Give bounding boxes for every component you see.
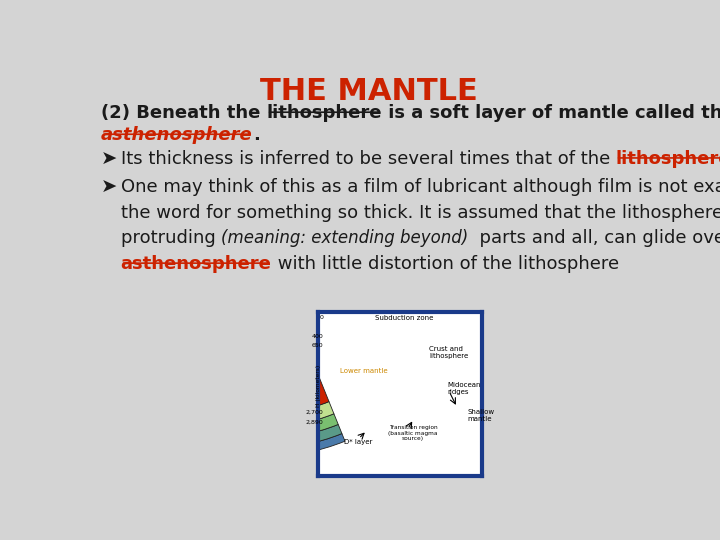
- Text: with little distortion of the lithosphere: with little distortion of the lithospher…: [271, 255, 618, 273]
- Text: ➤: ➤: [101, 150, 117, 169]
- Text: (2) Beneath the: (2) Beneath the: [101, 104, 267, 122]
- Text: asthenosphere: asthenosphere: [101, 126, 253, 144]
- Wedge shape: [64, 313, 345, 457]
- Text: Crust and
lithosphere: Crust and lithosphere: [429, 346, 469, 359]
- Wedge shape: [81, 306, 338, 438]
- Wedge shape: [185, 265, 297, 329]
- Text: ➤: ➤: [101, 178, 117, 197]
- Text: Transition region
(basaltic magma
source): Transition region (basaltic magma source…: [388, 424, 438, 441]
- Text: the word for something so thick. It is assumed that the lithosphere,: the word for something so thick. It is a…: [121, 204, 720, 222]
- Text: D* layer: D* layer: [344, 438, 373, 444]
- Text: 650: 650: [312, 343, 323, 348]
- Text: 0: 0: [320, 315, 323, 320]
- Wedge shape: [72, 310, 342, 449]
- Text: protruding: protruding: [121, 230, 221, 247]
- Text: 400: 400: [312, 334, 323, 339]
- Text: Midocean
ridges: Midocean ridges: [447, 382, 481, 395]
- Text: 2,890: 2,890: [305, 420, 323, 425]
- Text: THE MANTLE: THE MANTLE: [260, 77, 478, 106]
- Text: H (kilometers): H (kilometers): [316, 365, 321, 407]
- Text: Shallow
mantle: Shallow mantle: [468, 409, 495, 422]
- Text: asthenosphere: asthenosphere: [121, 255, 271, 273]
- Text: 2,700: 2,700: [305, 410, 323, 415]
- Text: parts and all, can glide over the: parts and all, can glide over the: [469, 230, 720, 247]
- Text: is a soft layer of mantle called the: is a soft layer of mantle called the: [382, 104, 720, 122]
- Text: .: .: [253, 126, 260, 144]
- Text: Lower mantle: Lower mantle: [340, 368, 387, 374]
- Text: One may think of this as a film of lubricant although film is not exactly: One may think of this as a film of lubri…: [121, 178, 720, 196]
- Text: lithosphere: lithosphere: [616, 150, 720, 168]
- Text: Subduction zone: Subduction zone: [375, 315, 434, 321]
- Text: Its thickness is inferred to be several times that of the: Its thickness is inferred to be several …: [121, 150, 616, 168]
- Text: (meaning: extending beyond): (meaning: extending beyond): [221, 230, 469, 247]
- Text: lithosphere: lithosphere: [267, 104, 382, 122]
- Wedge shape: [92, 302, 334, 427]
- Wedge shape: [104, 273, 329, 414]
